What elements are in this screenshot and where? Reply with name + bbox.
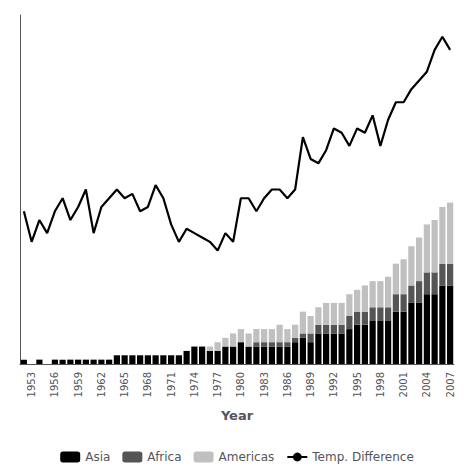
svg-text:Asia: Asia <box>85 450 110 464</box>
svg-text:1995: 1995 <box>352 372 363 397</box>
svg-text:1953: 1953 <box>26 372 37 397</box>
svg-text:1989: 1989 <box>305 372 316 397</box>
svg-text:1965: 1965 <box>119 372 130 397</box>
svg-text:1977: 1977 <box>212 372 223 397</box>
svg-text:1974: 1974 <box>189 372 200 397</box>
svg-text:2001: 2001 <box>398 372 409 397</box>
svg-text:1986: 1986 <box>282 372 293 397</box>
svg-text:Americas: Americas <box>219 450 275 464</box>
svg-text:1983: 1983 <box>259 372 270 397</box>
svg-text:1998: 1998 <box>375 372 386 397</box>
svg-text:1962: 1962 <box>96 372 107 397</box>
svg-text:1971: 1971 <box>166 372 177 397</box>
svg-text:Africa: Africa <box>147 450 181 464</box>
svg-text:Year: Year <box>220 408 254 423</box>
svg-text:1980: 1980 <box>235 372 246 397</box>
svg-text:1992: 1992 <box>328 372 339 397</box>
svg-text:2004: 2004 <box>421 372 432 397</box>
svg-text:2007: 2007 <box>445 372 456 397</box>
svg-text:1959: 1959 <box>73 372 84 397</box>
svg-text:1968: 1968 <box>142 372 153 397</box>
svg-text:Temp. Difference: Temp. Difference <box>311 450 413 464</box>
svg-text:1956: 1956 <box>49 372 60 397</box>
